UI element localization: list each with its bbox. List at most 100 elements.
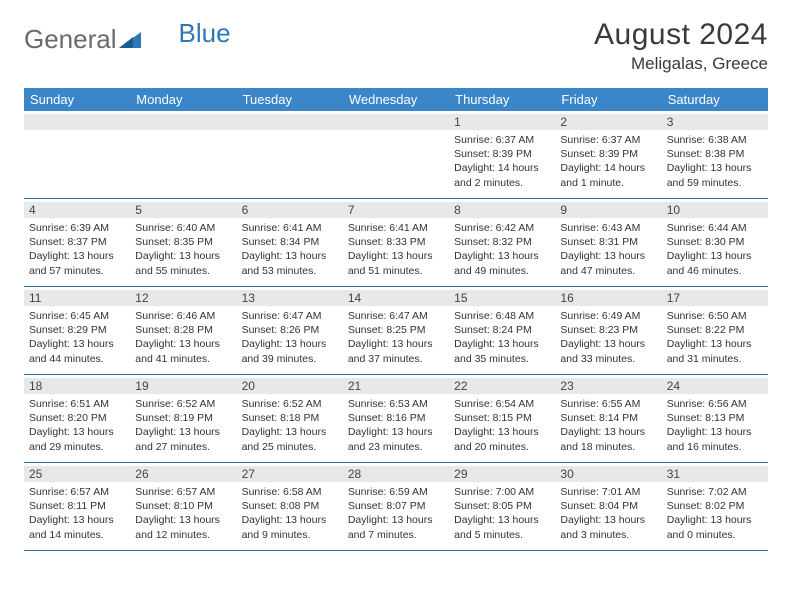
day-number: 27	[242, 467, 338, 481]
day-number-row: 15	[449, 290, 555, 306]
day-number: 1	[454, 115, 550, 129]
day-number: 30	[560, 467, 656, 481]
day-number: 19	[135, 379, 231, 393]
day-number-row: .	[130, 114, 236, 130]
day-info: Sunrise: 6:44 AMSunset: 8:30 PMDaylight:…	[667, 221, 763, 278]
calendar-cell: 16Sunrise: 6:49 AMSunset: 8:23 PMDayligh…	[555, 287, 661, 375]
day-number-row: 30	[555, 466, 661, 482]
day-number-row: 14	[343, 290, 449, 306]
calendar-cell: 27Sunrise: 6:58 AMSunset: 8:08 PMDayligh…	[237, 463, 343, 551]
day-number-row: 19	[130, 378, 236, 394]
day-number-row: 26	[130, 466, 236, 482]
weekday-header: Saturday	[662, 88, 768, 111]
calendar-cell: 13Sunrise: 6:47 AMSunset: 8:26 PMDayligh…	[237, 287, 343, 375]
day-info: Sunrise: 6:51 AMSunset: 8:20 PMDaylight:…	[29, 397, 125, 454]
day-number-row: 9	[555, 202, 661, 218]
day-number-row: 5	[130, 202, 236, 218]
day-number: 23	[560, 379, 656, 393]
day-info: Sunrise: 6:54 AMSunset: 8:15 PMDaylight:…	[454, 397, 550, 454]
calendar-cell: 15 Sunrise: 6:48 AMSunset: 8:24 PMDayligh…	[449, 287, 555, 375]
day-info: Sunrise: 6:39 AMSunset: 8:37 PMDaylight:…	[29, 221, 125, 278]
day-info: Sunrise: 6:42 AMSunset: 8:32 PMDaylight:…	[454, 221, 550, 278]
day-number-row: 6	[237, 202, 343, 218]
weekday-header: Friday	[555, 88, 661, 111]
day-info: Sunrise: 6:41 AMSunset: 8:34 PMDaylight:…	[242, 221, 338, 278]
calendar-cell: 11Sunrise: 6:45 AMSunset: 8:29 PMDayligh…	[24, 287, 130, 375]
calendar-cell: 9Sunrise: 6:43 AMSunset: 8:31 PMDaylight…	[555, 199, 661, 287]
day-number-row: 13	[237, 290, 343, 306]
day-number: 28	[348, 467, 444, 481]
day-info: Sunrise: 6:46 AMSunset: 8:28 PMDaylight:…	[135, 309, 231, 366]
day-number: 21	[348, 379, 444, 393]
calendar-cell: 2 Sunrise: 6:37 AMSunset: 8:39 PMDaylight…	[555, 111, 661, 199]
calendar-cell: 4 Sunrise: 6:39 AMSunset: 8:37 PMDaylight…	[24, 199, 130, 287]
calendar-cell: 25Sunrise: 6:57 AMSunset: 8:11 PMDayligh…	[24, 463, 130, 551]
day-number-row: 2	[555, 114, 661, 130]
calendar-cell: .	[343, 111, 449, 199]
weekday-header: Tuesday	[237, 88, 343, 111]
day-number: 26	[135, 467, 231, 481]
day-number-row: 16	[555, 290, 661, 306]
title-block: August 2024 Meligalas, Greece	[594, 18, 768, 74]
day-number-row: 31	[662, 466, 768, 482]
day-info: Sunrise: 6:37 AMSunset: 8:39 PMDaylight:…	[560, 133, 656, 190]
calendar-cell: 1Sunrise: 6:37 AMSunset: 8:39 PMDaylight…	[449, 111, 555, 199]
day-info: Sunrise: 6:41 AMSunset: 8:33 PMDaylight:…	[348, 221, 444, 278]
weekday-header: Wednesday	[343, 88, 449, 111]
day-number: 25	[29, 467, 125, 481]
calendar-cell: 20 Sunrise: 6:52 AMSunset: 8:18 PMDayligh…	[237, 375, 343, 463]
day-info: Sunrise: 6:52 AMSunset: 8:19 PMDaylight:…	[135, 397, 231, 454]
day-number: 18	[29, 379, 125, 393]
day-info: Sunrise: 7:02 AMSunset: 8:02 PMDaylight:…	[667, 485, 763, 542]
day-number-row: 23	[555, 378, 661, 394]
day-number-row: 24	[662, 378, 768, 394]
day-number-row: 8	[449, 202, 555, 218]
day-info: Sunrise: 6:47 AMSunset: 8:25 PMDaylight:…	[348, 309, 444, 366]
day-number-row: 21	[343, 378, 449, 394]
calendar-cell: 17Sunrise: 6:50 AMSunset: 8:22 PMDayligh…	[662, 287, 768, 375]
day-number-row: .	[343, 114, 449, 130]
day-number-row: 22	[449, 378, 555, 394]
triangle-icon	[119, 24, 141, 55]
day-number: 4	[29, 203, 125, 217]
day-number: 8	[454, 203, 550, 217]
day-number-row: 18	[24, 378, 130, 394]
day-number-row: 12	[130, 290, 236, 306]
calendar: Sunday Monday Tuesday Wednesday Thursday…	[24, 88, 768, 551]
calendar-cell: 6 Sunrise: 6:41 AMSunset: 8:34 PMDaylight…	[237, 199, 343, 287]
calendar-cell: 5Sunrise: 6:40 AMSunset: 8:35 PMDaylight…	[130, 199, 236, 287]
day-info: Sunrise: 6:55 AMSunset: 8:14 PMDaylight:…	[560, 397, 656, 454]
brand-part1: General	[24, 24, 117, 55]
day-number: 5	[135, 203, 231, 217]
calendar-cell: .	[24, 111, 130, 199]
day-number: 20	[242, 379, 338, 393]
day-number: 9	[560, 203, 656, 217]
day-info: Sunrise: 6:52 AMSunset: 8:18 PMDaylight:…	[242, 397, 338, 454]
day-number: 2	[560, 115, 656, 129]
day-number: 29	[454, 467, 550, 481]
month-title: August 2024	[594, 18, 768, 52]
calendar-cell: 31 Sunrise: 7:02 AMSunset: 8:02 PMDayligh…	[662, 463, 768, 551]
calendar-page: General Blue August 2024 Meligalas, Gree…	[0, 0, 792, 551]
day-info: Sunrise: 6:38 AMSunset: 8:38 PMDaylight:…	[667, 133, 763, 190]
weekday-header-row: Sunday Monday Tuesday Wednesday Thursday…	[24, 88, 768, 111]
calendar-cell: 22 Sunrise: 6:54 AMSunset: 8:15 PMDayligh…	[449, 375, 555, 463]
day-info: Sunrise: 7:00 AMSunset: 8:05 PMDaylight:…	[454, 485, 550, 542]
day-number: 10	[667, 203, 763, 217]
calendar-cell: 12 Sunrise: 6:46 AMSunset: 8:28 PMDayligh…	[130, 287, 236, 375]
calendar-cell: .	[237, 111, 343, 199]
day-number: 12	[135, 291, 231, 305]
day-info: Sunrise: 7:01 AMSunset: 8:04 PMDaylight:…	[560, 485, 656, 542]
day-number-row: 4	[24, 202, 130, 218]
header: General Blue August 2024 Meligalas, Gree…	[24, 18, 768, 74]
day-number: 22	[454, 379, 550, 393]
calendar-grid: ....1Sunrise: 6:37 AMSunset: 8:39 PMDayl…	[24, 111, 768, 551]
day-number: 13	[242, 291, 338, 305]
calendar-cell: 10 Sunrise: 6:44 AMSunset: 8:30 PMDayligh…	[662, 199, 768, 287]
day-info: Sunrise: 6:48 AMSunset: 8:24 PMDaylight:…	[454, 309, 550, 366]
day-number: 31	[667, 467, 763, 481]
day-number-row: 3	[662, 114, 768, 130]
brand-logo: General Blue	[24, 18, 231, 55]
calendar-cell: 30 Sunrise: 7:01 AMSunset: 8:04 PMDayligh…	[555, 463, 661, 551]
calendar-cell: 24Sunrise: 6:56 AMSunset: 8:13 PMDayligh…	[662, 375, 768, 463]
